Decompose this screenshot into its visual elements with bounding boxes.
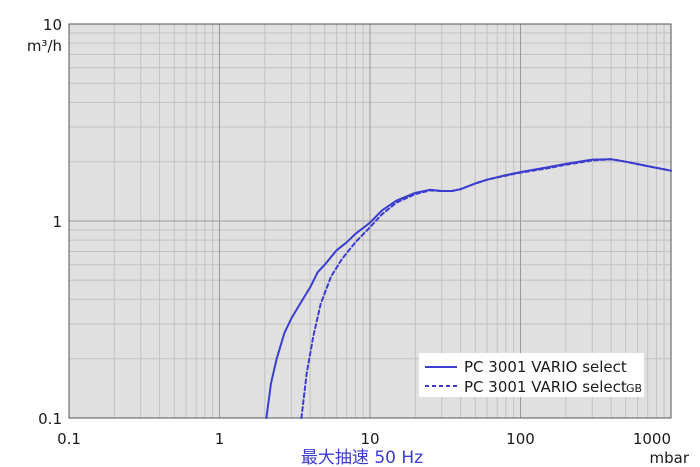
y-tick-labels: 10 1 0.1	[38, 16, 62, 428]
y-tick-label: 1	[52, 213, 62, 231]
x-unit-label: mbar	[650, 449, 690, 467]
legend-box	[419, 353, 644, 397]
x-tick-label: 100	[506, 430, 535, 448]
y-tick-label: 10	[43, 16, 62, 34]
x-tick-label: 1000	[633, 430, 671, 448]
y-unit-label: m³/h	[27, 37, 62, 55]
legend: PC 3001 VARIO select PC 3001 VARIO selec…	[419, 353, 644, 397]
x-tick-label: 10	[360, 430, 379, 448]
x-tick-label: 0.1	[57, 430, 81, 448]
y-tick-label: 0.1	[38, 410, 62, 428]
legend-label-suffix: GB	[626, 382, 642, 395]
plot-border	[68, 23, 672, 419]
legend-label: PC 3001 VARIO select	[464, 358, 627, 376]
x-tick-label: 1	[215, 430, 225, 448]
x-tick-labels: 0.1 1 10 100 1000	[57, 430, 671, 448]
x-axis-title: 最大抽速 50 Hz	[301, 448, 423, 467]
series-layer	[265, 158, 672, 419]
legend-label: PC 3001 VARIO select	[464, 378, 627, 396]
series-line-dashed	[300, 158, 672, 419]
